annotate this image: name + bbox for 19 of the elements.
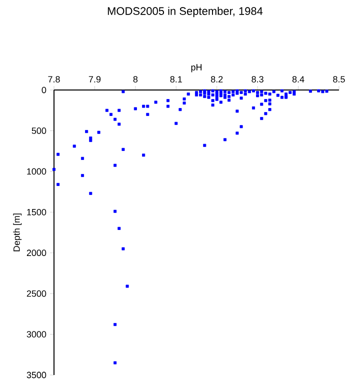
x-tick-label: 7.9	[88, 76, 101, 82]
y-tick-label: 500	[32, 128, 46, 134]
y-tick-label: 0	[42, 86, 46, 94]
y-tick-label: 3500	[26, 372, 46, 378]
y-axis-title: Depth [m]	[13, 214, 22, 252]
chart-title: MODS2005 in September, 1984	[108, 6, 263, 18]
x-tick-label: 8.3	[252, 76, 264, 82]
y-tick-label: 1000	[27, 168, 46, 175]
x-tick-label: 8	[133, 76, 138, 82]
x-axis-title: pH	[191, 64, 202, 72]
y-tick-label: 3000	[26, 331, 46, 338]
x-tick-label: 8.1	[170, 76, 182, 82]
y-tick-label: 2000	[26, 250, 46, 256]
x-tick-label: 8.2	[210, 76, 223, 82]
y-tick-label: 2500	[26, 290, 46, 297]
x-tick-label: 8.4	[292, 76, 304, 82]
y-tick-label: 1500	[27, 208, 46, 216]
x-tick-label: 8.5	[333, 76, 345, 82]
x-tick-label: 7.8	[48, 76, 60, 82]
